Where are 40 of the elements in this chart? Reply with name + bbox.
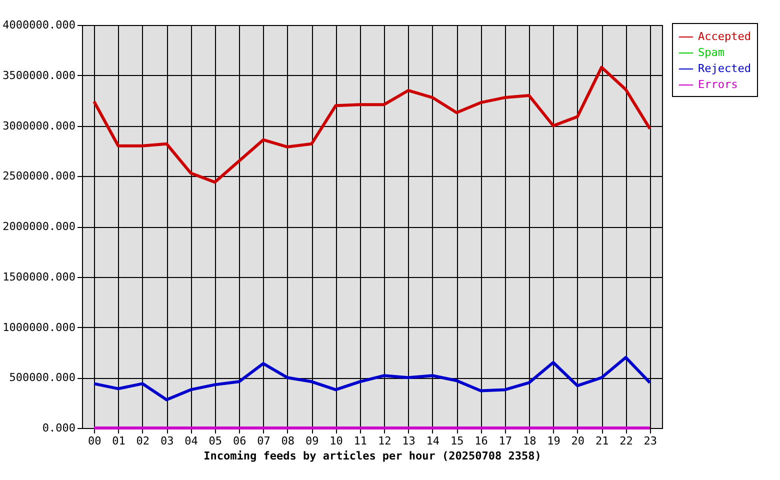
x-tick-label: 15 — [450, 434, 464, 448]
x-axis-title: Incoming feeds by articles per hour (20250708 2358) — [204, 450, 542, 462]
x-tick-label: 14 — [426, 434, 440, 448]
x-tick-label: 17 — [498, 434, 512, 448]
y-tick-label: 4000000.000 — [2, 18, 76, 32]
y-tick-label: 2500000.000 — [2, 170, 76, 183]
x-tick-label: 07 — [257, 434, 270, 448]
x-tick-label: 16 — [474, 434, 488, 448]
x-tick-label: 12 — [378, 434, 392, 448]
x-tick-label: 08 — [281, 434, 295, 448]
line-series — [92, 356, 652, 402]
line-series — [92, 66, 652, 184]
y-tick-label: 2000000.000 — [2, 220, 76, 233]
x-tick-label: 21 — [595, 434, 609, 448]
x-tick-label: 01 — [112, 434, 126, 448]
y-tick-label: 1000000.000 — [2, 320, 76, 334]
y-tick-label: 3500000.000 — [2, 68, 76, 82]
legend-label: Errors — [698, 78, 738, 91]
x-tick-label: 00 — [88, 434, 102, 448]
y-tick-label: 1500000.000 — [2, 270, 76, 284]
x-tick-label: 02 — [136, 434, 150, 448]
legend-label: Rejected — [698, 62, 751, 75]
x-tick-label: 03 — [160, 434, 174, 448]
y-tick-label: 500000.000 — [9, 371, 76, 384]
y-tick-label: 0.000 — [42, 422, 76, 434]
x-tick-label: 10 — [330, 434, 343, 448]
x-tick-label: 23 — [644, 434, 658, 448]
legend-label: Accepted — [698, 30, 751, 43]
y-tick-label: 3000000.000 — [2, 119, 76, 132]
x-tick-label: 22 — [620, 434, 633, 448]
x-tick-label: 09 — [305, 434, 319, 448]
x-tick-label: 13 — [402, 434, 416, 448]
legend-label: Spam — [698, 46, 725, 59]
x-tick-label: 20 — [571, 434, 585, 448]
x-tick-label: 05 — [208, 434, 222, 448]
x-tick-label: 18 — [522, 434, 536, 448]
x-tick-label: 19 — [547, 434, 560, 448]
x-tick-label: 06 — [232, 434, 246, 448]
x-tick-label: 04 — [184, 434, 198, 448]
x-tick-label: 11 — [354, 434, 368, 448]
